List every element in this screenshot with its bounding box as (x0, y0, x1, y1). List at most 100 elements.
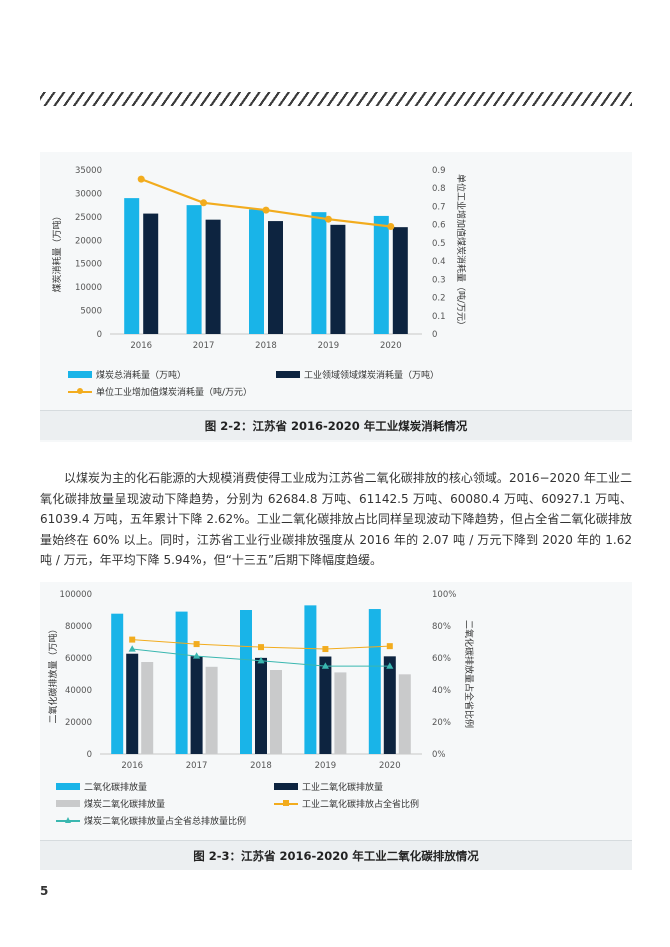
bar (311, 212, 327, 334)
data-point (387, 222, 395, 230)
bar (175, 611, 188, 754)
data-point (129, 636, 136, 643)
bar (319, 656, 332, 754)
data-point (324, 215, 332, 223)
y2-tick-label: 100% (432, 590, 456, 600)
y2-tick-label: 0.4 (432, 257, 446, 267)
y2-tick-label: 40% (432, 686, 451, 696)
y2-axis-label: 二氧化碳排放量占全省比例 (463, 620, 475, 728)
x-tick-label: 2019 (315, 761, 337, 771)
legend-swatch-gray (56, 800, 80, 807)
y-tick-label: 35000 (75, 166, 102, 176)
legend-item-industrial-coal: 工业领域领域煤炭消耗量（万吨） (276, 368, 439, 381)
x-tick-label: 2016 (121, 761, 143, 771)
bar (304, 605, 317, 754)
y2-tick-label: 60% (432, 654, 451, 664)
y-tick-label: 10000 (75, 283, 102, 293)
figure-2-2: 0 5000 10000 15000 20000 25000 30000 35000 0 0.1 0… (40, 152, 632, 442)
legend-swatch-orange-line (274, 800, 298, 806)
legend-item-industrial-share: 工业二氧化碳排放占全省比例 (274, 797, 419, 810)
legend-swatch-teal-line (56, 816, 80, 823)
legend-item-total-coal: 煤炭总消耗量（万吨） (68, 368, 186, 381)
data-point (137, 175, 145, 183)
y2-tick-label: 0.2 (432, 294, 446, 304)
x-tick-label: 2018 (250, 761, 272, 771)
x-tick-label: 2017 (193, 341, 215, 351)
legend-item-industrial-co2: 工业二氧化碳排放量 (274, 780, 383, 793)
bar (190, 656, 203, 754)
figure-caption: 图 2-3：江苏省 2016-2020 年工业二氧化碳排放情况 (40, 840, 632, 871)
y-tick-label: 0 (87, 750, 92, 760)
bar (186, 205, 202, 334)
y2-tick-label: 0.6 (432, 221, 446, 231)
y2-tick-label: 20% (432, 718, 451, 728)
y2-tick-label: 0.1 (432, 312, 446, 322)
x-tick-label: 2017 (186, 761, 208, 771)
series-line (140, 178, 391, 228)
legend-label: 工业领域领域煤炭消耗量（万吨） (304, 371, 440, 381)
bar (143, 213, 159, 334)
bar (124, 198, 140, 334)
bar (141, 662, 154, 754)
bar (205, 666, 218, 754)
y-tick-label: 25000 (75, 213, 102, 223)
y2-axis-label: 单位工业增加值煤炭消耗量（吨/万元） (455, 174, 467, 330)
legend-label: 单位工业增加值煤炭消耗量（吨/万元） (96, 388, 253, 398)
y-tick-label: 5000 (80, 307, 102, 317)
legend-label: 二氧化碳排放量 (84, 783, 148, 793)
data-point (321, 662, 329, 669)
y2-tick-label: 80% (432, 622, 451, 632)
y-tick-label: 80000 (65, 622, 92, 632)
y-axis-label: 二氧化碳排放量（万吨） (47, 624, 59, 723)
bar (126, 653, 139, 754)
y2-tick-label: 0.8 (432, 184, 446, 194)
bar (255, 657, 267, 754)
legend-item-co2: 二氧化碳排放量 (56, 780, 147, 793)
bar (205, 219, 221, 334)
x-tick-label: 2020 (379, 761, 401, 771)
legend-swatch-navy (276, 371, 300, 378)
legend-label: 煤炭总消耗量（万吨） (96, 371, 187, 381)
data-point (128, 645, 136, 652)
legend-label: 煤炭二氧化碳排放量占全省总排放量比例 (84, 817, 247, 827)
data-point (200, 199, 208, 207)
data-point (322, 646, 329, 653)
bar (398, 674, 411, 754)
y2-tick-label: 0 (432, 330, 437, 340)
caption-background (40, 840, 632, 870)
x-tick-label: 2019 (318, 341, 340, 351)
data-point (193, 641, 200, 648)
y-tick-label: 30000 (75, 189, 102, 199)
bar (383, 656, 396, 754)
figure-2-3: 0 20000 40000 60000 80000 100000 0% 20% 40% 60% 80… (40, 582, 632, 870)
bar (373, 215, 389, 334)
data-point (262, 206, 270, 214)
y2-tick-label: 0.7 (432, 202, 446, 212)
y-tick-label: 0 (97, 330, 102, 340)
bar (111, 613, 124, 754)
caption-background (40, 410, 632, 440)
y-tick-label: 20000 (75, 236, 102, 246)
legend-swatch-orange-line (68, 388, 92, 394)
legend-swatch-cyan (68, 371, 92, 378)
data-point (193, 652, 201, 659)
x-tick-label: 2018 (255, 341, 277, 351)
y-axis-label: 煤炭消耗量（万吨） (51, 211, 63, 292)
data-point (258, 644, 264, 651)
x-tick-label: 2020 (380, 341, 402, 351)
bar (249, 209, 264, 334)
co2-emission-chart: 0 20000 40000 60000 80000 100000 0% 20% 40% 60% 80… (47, 590, 475, 771)
y2-tick-label: 0.3 (432, 275, 446, 285)
bar (392, 227, 408, 334)
y2-tick-label: 0% (432, 750, 446, 760)
y-tick-label: 40000 (65, 686, 92, 696)
figure-caption: 图 2-2：江苏省 2016-2020 年工业煤炭消耗情况 (40, 410, 632, 441)
y-tick-label: 15000 (75, 260, 102, 270)
coal-consumption-chart: 0 5000 10000 15000 20000 25000 30000 35000 0 0.1 0… (51, 166, 467, 351)
x-tick-label: 2016 (130, 341, 152, 351)
bar (270, 670, 282, 754)
legend-item-coal-co2: 煤炭二氧化碳排放量 (56, 797, 165, 810)
y-tick-label: 60000 (65, 654, 92, 664)
header-hatch-band (40, 92, 632, 106)
data-point (386, 643, 393, 650)
